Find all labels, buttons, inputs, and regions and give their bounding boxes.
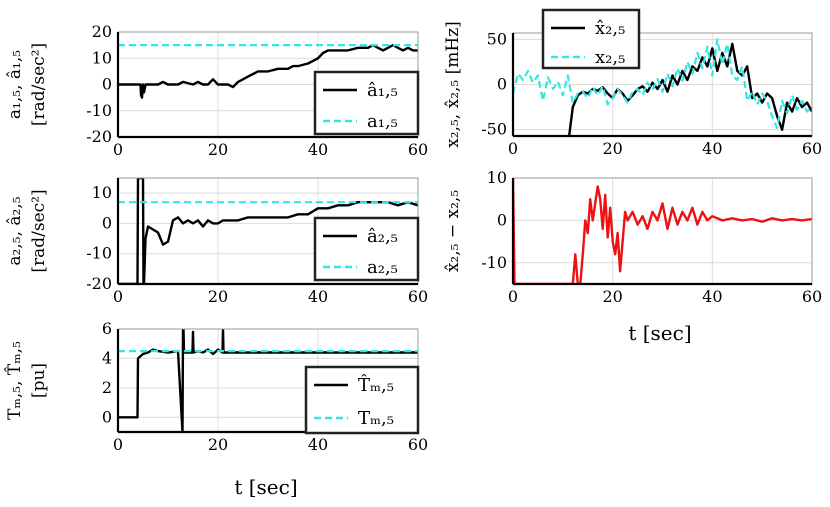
x-tick-label: 0	[113, 287, 123, 306]
x-tick-label: 20	[602, 139, 622, 158]
x-tick-label: 40	[308, 287, 328, 306]
y-tick-label: 50	[487, 29, 507, 48]
legend-label: T̂ₘ,₅	[358, 374, 394, 396]
x-tick-label: 40	[308, 140, 328, 159]
x-tick-label: 60	[802, 139, 822, 158]
y-tick-label: 4	[102, 348, 112, 367]
y-tick-label: 20	[92, 22, 112, 41]
series-line-x25-0	[567, 42, 812, 136]
y-tick-label: 0	[497, 75, 507, 94]
y-tick-label: 0	[102, 407, 112, 426]
legend-label: Tₘ,₅	[358, 408, 394, 429]
legend: â₂,₅ a₂,₅	[313, 216, 420, 282]
series-line-a25-0	[118, 178, 418, 284]
y-axis-label: [rad/sec²]	[29, 189, 49, 272]
x-tick-label: 0	[508, 139, 518, 158]
y-tick-label: -10	[481, 253, 507, 272]
y-tick-label: 10	[92, 48, 112, 67]
series-line-diff-0	[513, 178, 812, 284]
x-tick-label: 0	[113, 140, 123, 159]
x-tick-label: 40	[308, 435, 328, 454]
series-line-x25-1	[513, 38, 812, 130]
x-axis-label-right: t [sec]	[628, 321, 691, 345]
legend-box	[313, 216, 420, 282]
legend-label: x̂₂,₅	[595, 18, 625, 39]
series-line-a15-0	[118, 43, 418, 99]
legend-box	[313, 70, 420, 136]
x-tick-label: 60	[408, 140, 428, 159]
y-tick-label: 6	[102, 319, 112, 338]
legend: x̂₂,₅ x₂,₅	[541, 8, 641, 70]
y-tick-label: 0	[497, 210, 507, 229]
y-tick-label: 2	[102, 378, 112, 397]
y-tick-label: 10	[92, 183, 112, 202]
y-axis-label: a₁,₅, â₁,₅	[5, 50, 25, 119]
x-axis-label-left: t [sec]	[234, 475, 297, 499]
x-tick-label: 60	[408, 435, 428, 454]
y-tick-label: 0	[102, 213, 112, 232]
legend-box	[304, 365, 420, 435]
y-tick-label: 10	[487, 168, 507, 187]
legend-box	[541, 8, 641, 70]
axes-box	[512, 177, 813, 285]
x-tick-label: 40	[702, 287, 722, 306]
x-tick-label: 60	[408, 287, 428, 306]
y-tick-label: -20	[86, 127, 112, 146]
y-axis-label: x₂,₅, x̂₂,₅ [mHz]	[443, 21, 463, 148]
x-tick-label: 20	[208, 140, 228, 159]
legend-label: x₂,₅	[595, 47, 625, 68]
y-tick-label: -50	[481, 120, 507, 139]
legend: T̂ₘ,₅ Tₘ,₅	[304, 365, 420, 435]
x-tick-label: 20	[208, 435, 228, 454]
y-axis-label: a₂,₅, â₂,₅	[5, 196, 25, 265]
legend-label: â₁,₅	[367, 80, 398, 101]
y-tick-label: -10	[86, 244, 112, 263]
y-axis-label: Tₘ,₅, T̂ₘ,₅	[5, 341, 25, 420]
x-tick-label: 40	[702, 139, 722, 158]
chart-a15: 0 20 40 60 -20 -10 0 10 20 a₁,₅, â₁,₅ [rad/sec²] â₁…	[5, 22, 428, 159]
y-axis-label: [rad/sec²]	[29, 43, 49, 126]
y-tick-label: -20	[86, 274, 112, 293]
x-tick-label: 0	[113, 435, 123, 454]
series-line-tm5-0	[118, 329, 418, 432]
y-tick-label: -10	[86, 101, 112, 120]
legend-label: â₂,₅	[367, 226, 398, 247]
x-tick-label: 20	[208, 287, 228, 306]
chart-a25: 0 20 40 60 -20 -10 0 10 a₂,₅, â₂,₅ [rad/sec²] â₂,₅…	[5, 177, 428, 306]
y-axis-label: x̂₂,₅ − x₂,₅	[443, 190, 463, 272]
legend-label: a₁,₅	[367, 111, 398, 132]
x-tick-label: 0	[508, 287, 518, 306]
y-axis-label: [pu]	[29, 363, 49, 398]
y-tick-label: 0	[102, 75, 112, 94]
legend: â₁,₅ a₁,₅	[313, 70, 420, 136]
x-tick-label: 60	[802, 287, 822, 306]
legend-label: a₂,₅	[367, 257, 398, 278]
x-tick-label: 20	[602, 287, 622, 306]
chart-tm5: 0 20 40 60 0 2 4 6 Tₘ,₅, T̂ₘ,₅ [pu] T̂ₘ,₅ Tₘ,₅	[5, 319, 428, 454]
